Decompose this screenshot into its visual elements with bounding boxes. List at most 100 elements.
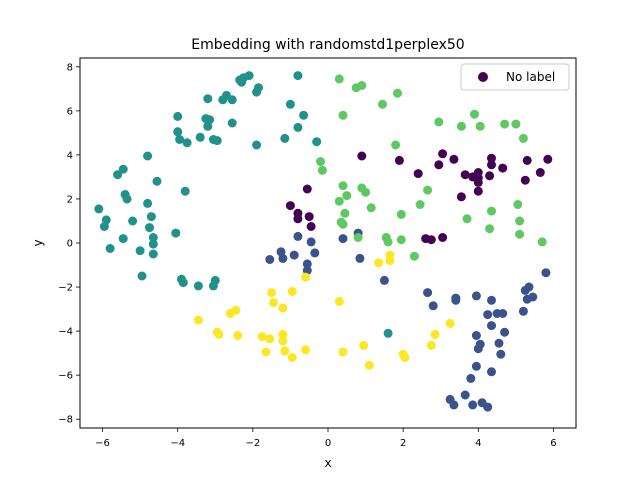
x-axis: −6 −4 −2 0 2 4 6 (95, 428, 557, 449)
data-point (449, 154, 459, 164)
data-point (280, 133, 290, 143)
data-point (193, 315, 203, 325)
data-point (470, 109, 479, 119)
data-point (434, 117, 444, 127)
data-point (135, 246, 145, 256)
data-point (423, 288, 433, 298)
data-point (471, 361, 481, 371)
data-point (522, 155, 532, 165)
data-point (293, 231, 303, 241)
data-point (227, 118, 237, 128)
data-point (537, 237, 547, 247)
data-point (118, 234, 128, 244)
data-point (265, 255, 275, 264)
data-point (193, 281, 203, 291)
data-point (146, 212, 156, 222)
data-point (137, 271, 147, 281)
legend-box (460, 63, 570, 91)
data-point (485, 224, 495, 234)
data-point (299, 110, 309, 120)
data-point (466, 373, 476, 383)
y-tick-label: −4 (58, 327, 73, 338)
data-point (143, 198, 153, 208)
data-point (393, 88, 402, 98)
data-point (285, 99, 295, 109)
data-point (462, 214, 472, 224)
data-point (235, 75, 245, 85)
data-point (257, 332, 267, 342)
data-point (267, 288, 277, 298)
data-point (456, 121, 466, 131)
data-point (500, 327, 510, 337)
data-point (233, 331, 243, 340)
data-point (353, 233, 363, 242)
chart-title: Embedding with randomstd1perplex50 (191, 37, 464, 53)
data-point (145, 223, 154, 233)
y-axis: −8 −6 −4 −2 0 2 4 6 8 (58, 62, 80, 426)
y-tick-label: −6 (58, 371, 73, 382)
data-point (94, 204, 104, 214)
data-point (214, 329, 224, 339)
data-point (244, 71, 254, 81)
y-tick-label: 4 (67, 150, 73, 161)
data-point (173, 111, 183, 121)
data-point (101, 215, 111, 225)
data-point (487, 160, 496, 170)
data-point (487, 206, 496, 216)
data-point (357, 81, 367, 90)
data-point (252, 140, 262, 150)
data-point (293, 122, 303, 132)
data-point (475, 121, 485, 131)
data-point (316, 157, 325, 166)
data-point (338, 347, 348, 357)
data-point (287, 287, 297, 296)
data-point (391, 140, 401, 150)
data-point (317, 165, 327, 175)
legend-marker (478, 72, 488, 82)
data-point (471, 291, 481, 301)
data-point (306, 237, 316, 247)
data-point (334, 196, 344, 206)
data-point (265, 334, 275, 344)
data-point (487, 321, 496, 331)
x-tick-label: −6 (95, 438, 110, 449)
data-point (334, 74, 344, 84)
y-tick-label: 0 (67, 239, 73, 250)
data-point (438, 149, 448, 159)
data-point (515, 216, 525, 226)
data-point (426, 235, 436, 245)
data-point (278, 336, 288, 346)
data-point (385, 250, 395, 260)
data-point (359, 340, 369, 350)
data-point (460, 170, 470, 180)
data-point (113, 170, 123, 180)
y-tick-label: −8 (58, 415, 73, 426)
data-point (148, 239, 158, 249)
x-tick-label: −2 (245, 438, 260, 449)
data-point (269, 298, 278, 307)
data-point (543, 154, 553, 164)
data-point (374, 258, 384, 268)
y-tick-label: −2 (58, 283, 73, 294)
y-tick-label: 8 (67, 62, 73, 73)
x-tick-label: 2 (400, 438, 406, 449)
data-point (456, 192, 466, 202)
data-point (178, 278, 188, 288)
data-point (415, 200, 425, 209)
data-point (302, 259, 312, 269)
legend: No label (460, 63, 570, 91)
data-point (428, 301, 438, 311)
data-point (301, 345, 310, 355)
data-point (396, 235, 406, 245)
data-point (487, 367, 496, 377)
data-point (445, 318, 455, 328)
data-point (496, 349, 506, 359)
data-point (310, 248, 320, 258)
data-point (535, 168, 545, 177)
data-point (122, 194, 132, 204)
y-tick-label: 6 (67, 106, 73, 117)
data-point (227, 95, 237, 105)
data-point (175, 135, 185, 144)
data-point (212, 136, 222, 146)
